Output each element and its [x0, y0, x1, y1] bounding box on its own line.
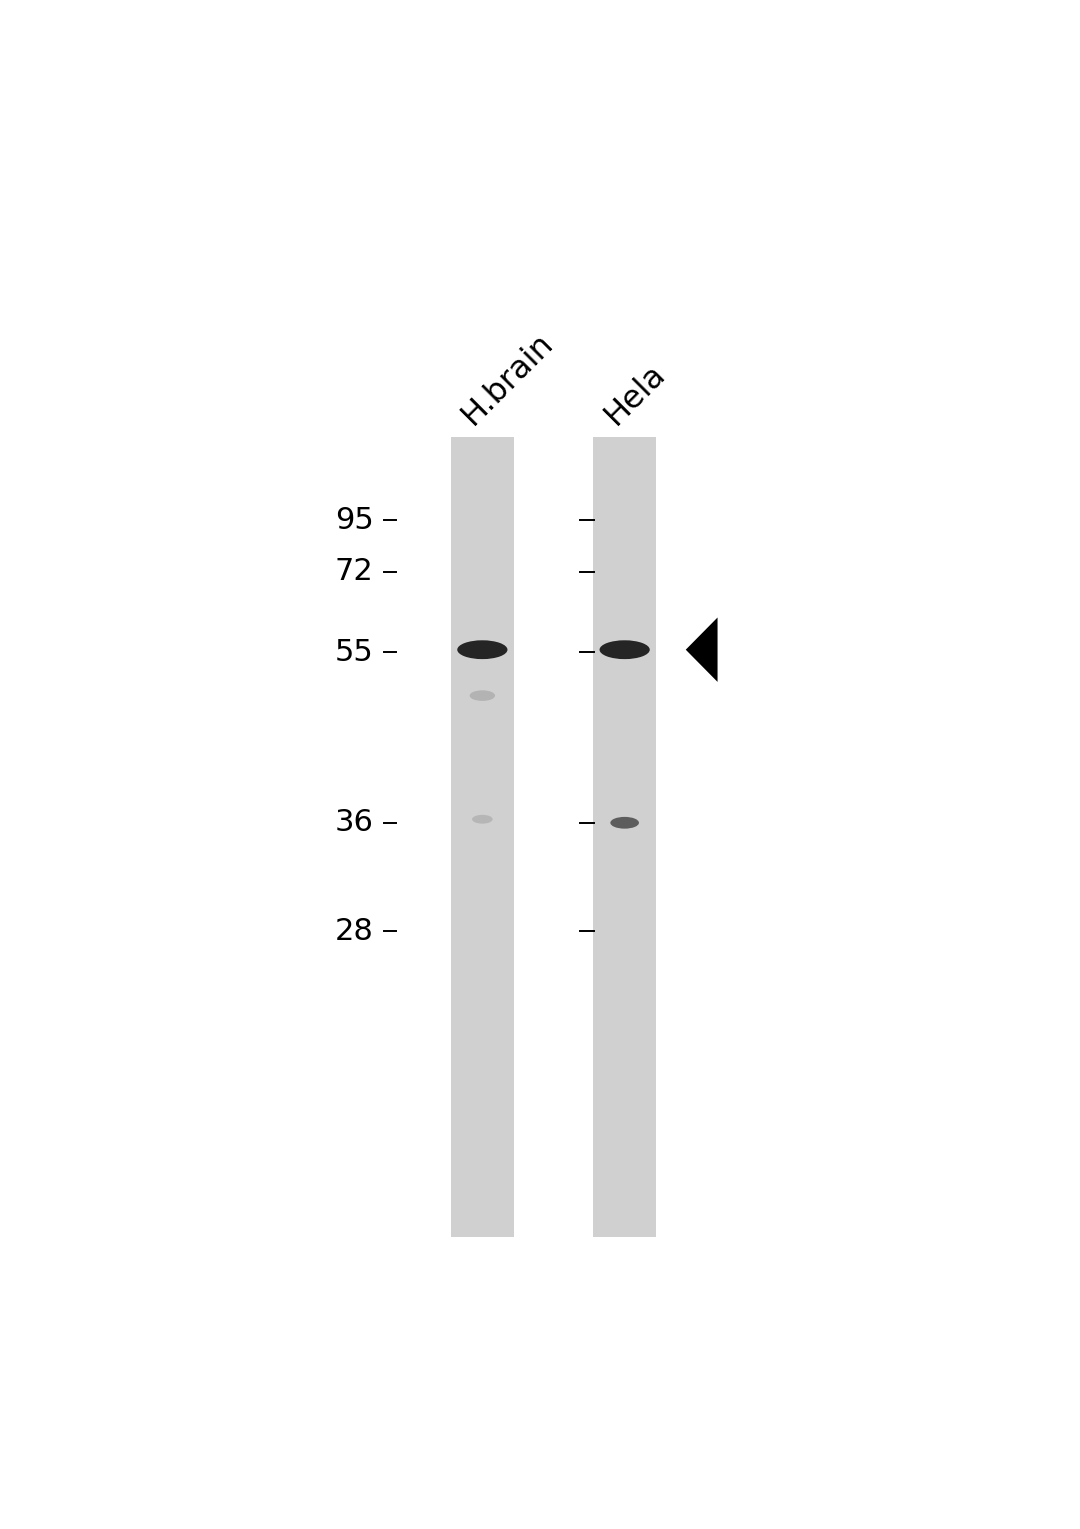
Ellipse shape: [457, 641, 508, 659]
Ellipse shape: [610, 816, 639, 829]
Text: 55: 55: [335, 638, 374, 667]
Bar: [593, 437, 656, 1237]
Polygon shape: [686, 618, 717, 682]
Text: 36: 36: [335, 809, 374, 838]
Ellipse shape: [599, 641, 650, 659]
Text: 95: 95: [335, 506, 374, 535]
Text: 28: 28: [335, 916, 374, 945]
Bar: [451, 437, 514, 1237]
Text: 72: 72: [335, 558, 374, 587]
Text: Hela: Hela: [598, 358, 672, 431]
Ellipse shape: [472, 815, 492, 824]
Text: H.brain: H.brain: [456, 327, 561, 431]
Ellipse shape: [470, 690, 495, 700]
